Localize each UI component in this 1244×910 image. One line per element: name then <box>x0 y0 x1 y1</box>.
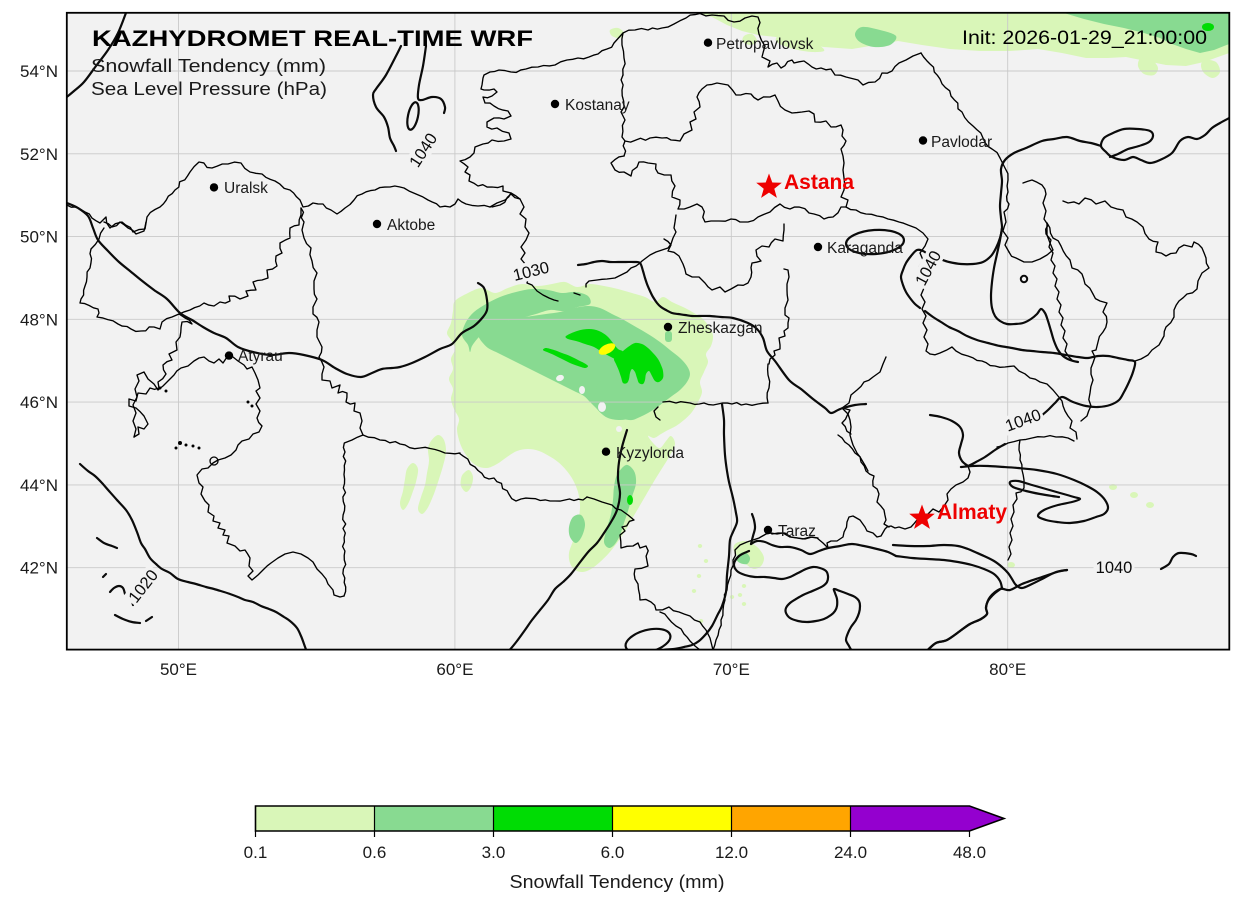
svg-text:1040: 1040 <box>1096 559 1133 577</box>
svg-text:70°E: 70°E <box>713 660 750 679</box>
svg-text:KAZHYDROMET REAL-TIME WRF: KAZHYDROMET REAL-TIME WRF <box>92 26 533 51</box>
svg-text:Astana: Astana <box>784 171 854 194</box>
svg-text:Kostanay: Kostanay <box>565 97 630 114</box>
svg-text:Init: 2026-01-29_21:00:00: Init: 2026-01-29_21:00:00 <box>962 27 1207 49</box>
svg-text:Petropavlovsk: Petropavlovsk <box>716 36 814 53</box>
svg-text:44°N: 44°N <box>20 476 58 495</box>
svg-text:Snowfall Tendency (mm): Snowfall Tendency (mm) <box>91 55 326 76</box>
svg-text:Snowfall Tendency (mm): Snowfall Tendency (mm) <box>510 871 725 892</box>
svg-text:24.0: 24.0 <box>834 843 867 862</box>
svg-text:48°N: 48°N <box>20 310 58 329</box>
svg-text:0.6: 0.6 <box>363 843 387 862</box>
svg-text:50°N: 50°N <box>20 228 58 247</box>
svg-text:Kyzylorda: Kyzylorda <box>616 445 684 462</box>
svg-text:Karaganda: Karaganda <box>827 240 903 257</box>
svg-text:80°E: 80°E <box>989 660 1026 679</box>
svg-text:46°N: 46°N <box>20 393 58 412</box>
svg-text:Aktobe: Aktobe <box>387 217 435 234</box>
svg-text:12.0: 12.0 <box>715 843 748 862</box>
svg-text:Atyrau: Atyrau <box>238 348 283 365</box>
svg-text:52°N: 52°N <box>20 145 58 164</box>
svg-text:Taraz: Taraz <box>778 523 816 540</box>
svg-text:Sea Level Pressure (hPa): Sea Level Pressure (hPa) <box>91 78 327 99</box>
svg-text:Almaty: Almaty <box>937 501 1007 524</box>
svg-text:3.0: 3.0 <box>482 843 506 862</box>
svg-text:42°N: 42°N <box>20 559 58 578</box>
svg-text:60°E: 60°E <box>436 660 473 679</box>
svg-text:50°E: 50°E <box>160 660 197 679</box>
svg-text:Zheskazgan: Zheskazgan <box>678 320 762 337</box>
svg-text:Uralsk: Uralsk <box>224 180 268 197</box>
svg-text:Pavlodar: Pavlodar <box>931 134 992 151</box>
svg-text:48.0: 48.0 <box>953 843 986 862</box>
svg-text:54°N: 54°N <box>20 62 58 81</box>
svg-text:0.1: 0.1 <box>244 843 268 862</box>
svg-text:6.0: 6.0 <box>601 843 625 862</box>
